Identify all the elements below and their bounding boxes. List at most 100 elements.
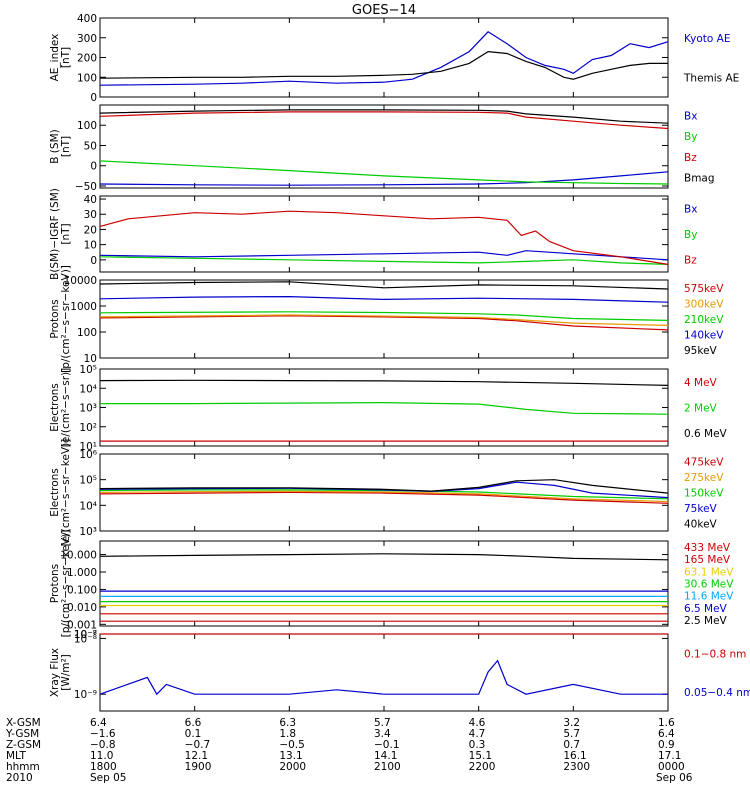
- series-line-kyoto-ae: [99, 31, 669, 86]
- ephemeris-value: 1900: [184, 761, 212, 773]
- series-line-0-6-mev: [99, 379, 669, 386]
- ephemeris-value: −0.5: [279, 739, 305, 751]
- ephemeris-value: 4.6: [468, 717, 486, 729]
- legend-entry: Bx: [684, 204, 697, 216]
- legend-entry: Bz: [684, 254, 697, 266]
- y-tick-label: 100: [77, 72, 97, 84]
- panel-8: 10⁻⁹ 10⁻⁸10⁻⁷10⁻⁸ Xray Flux [W/m²] 0.1−0.8 n…: [49, 629, 750, 712]
- y-axis-label: [W/m²]: [60, 654, 72, 691]
- series-line-140kev: [99, 295, 669, 303]
- legend-entry: 165 MeV: [684, 554, 731, 566]
- y-tick-label: 10²: [79, 422, 97, 434]
- y-tick-label: 10000: [64, 275, 97, 287]
- legend-entry: 275keV: [684, 472, 724, 484]
- ephemeris-value: 0.7: [563, 739, 581, 751]
- y-tick-label: 10⁻⁷: [74, 629, 97, 641]
- y-axis-label: [p/(cm²−s−sr−keV)]: [60, 530, 72, 638]
- ephemeris-value: 4.7: [468, 728, 486, 740]
- y-axis-label: [nT]: [60, 47, 72, 68]
- ephemeris-value: 2200: [468, 761, 496, 773]
- y-tick-label: 10³: [79, 526, 97, 538]
- ephemeris-row-label: Y-GSM: [6, 728, 40, 740]
- y-tick-label: 10⁴: [79, 383, 97, 395]
- y-axis-label: [e/(cm²−s−sr−keV)]: [60, 439, 72, 547]
- ephemeris-row-label: X-GSM: [6, 717, 41, 729]
- legend-entry: 2.5 MeV: [684, 615, 728, 627]
- y-axis-label: Electrons: [49, 383, 61, 432]
- legend-entry: 475keV: [684, 457, 724, 469]
- series-line-0-05-0-4-nm: [99, 659, 668, 696]
- panel-frame: [99, 633, 669, 712]
- ephemeris-value: 0.9: [658, 739, 675, 751]
- y-axis-label: Protons: [49, 564, 61, 603]
- ephemeris-value: 11.0: [90, 750, 114, 762]
- y-tick-label: 0.100: [67, 584, 97, 596]
- ephemeris-value: −0.7: [184, 739, 211, 751]
- y-tick-label: 1.000: [67, 567, 97, 579]
- series-line-by: [99, 160, 669, 185]
- series-line-by: [99, 256, 669, 265]
- ephemeris-row-label: MLT: [6, 750, 26, 762]
- ephemeris-value: 15.1: [468, 750, 493, 762]
- y-tick-label: 0: [90, 161, 97, 173]
- legend-entry: 210keV: [684, 314, 724, 326]
- y-axis-label: [e/(cm²−s−sr)]: [60, 368, 72, 447]
- ephemeris-date-start: Sep 05: [90, 772, 127, 784]
- series-line-bx: [99, 250, 669, 261]
- legend-entry: Bx: [684, 110, 697, 122]
- legend-entry: 2 MeV: [684, 403, 718, 415]
- y-tick-label: 10⁻⁸: [74, 629, 97, 641]
- y-tick-label: 10³: [79, 403, 97, 415]
- legend-entry: 63.1 MeV: [684, 566, 734, 578]
- ephemeris-value: 16.1: [563, 750, 587, 762]
- y-axis-label: B(SM)−IGRF (SM): [49, 188, 61, 280]
- ephemeris-value: 6.6: [184, 717, 202, 729]
- y-axis-label: AE_index: [49, 34, 61, 82]
- legend-entry: 575keV: [684, 283, 724, 295]
- legend-entry: By: [684, 131, 697, 143]
- series-line-95kev: [99, 281, 669, 290]
- ephemeris-value: 1.8: [279, 728, 297, 740]
- y-tick-label: 400: [77, 13, 97, 25]
- ephemeris-value: 14.1: [374, 750, 398, 762]
- panel-2: −50 0 50 100 B (SM) [nT] Bx By Bz Bmag: [49, 104, 715, 193]
- legend-entry: 75keV: [684, 503, 718, 515]
- y-tick-label: 10⁻⁸: [74, 633, 97, 645]
- ephemeris-value: 5.7: [563, 728, 581, 740]
- ephemeris-value: 0.3: [468, 739, 486, 751]
- series-line-themis-ae: [99, 50, 668, 80]
- series-line-bz: [99, 111, 669, 130]
- y-tick-label: 10: [84, 240, 97, 252]
- y-tick-label: 20: [84, 224, 97, 236]
- ephemeris-value: 13.1: [279, 750, 303, 762]
- legend-entry: 433 MeV: [684, 542, 731, 554]
- ephemeris-value: 3.4: [374, 728, 391, 740]
- panel-1: 0 100 200 300 400 AE_index [nT] Kyoto AE Themis …: [49, 13, 739, 104]
- legend-entry: Bz: [684, 152, 697, 164]
- series-line-bz: [99, 210, 669, 265]
- y-axis-label: B (SM): [49, 129, 61, 163]
- ephemeris-value: −0.8: [90, 739, 116, 751]
- legend-entry: 11.6 MeV: [684, 591, 734, 603]
- legend-entry: 6.5 MeV: [684, 603, 728, 615]
- series-line-2-mev: [100, 401, 669, 415]
- ephemeris-value: 2100: [374, 761, 401, 773]
- legend-entry: 0.6 MeV: [684, 428, 728, 440]
- legend-entry: 4 MeV: [684, 377, 718, 389]
- y-axis-label: [p/(cm²−s−sr−keV)]: [60, 265, 72, 373]
- ephemeris-value: 12.1: [184, 750, 209, 762]
- y-tick-label: 10⁻⁹: [74, 689, 97, 701]
- y-tick-label: 100: [77, 327, 97, 339]
- ephemeris-value: 6.3: [279, 717, 297, 729]
- legend-entry: 95keV: [684, 345, 718, 357]
- ephemeris-value: 1.6: [658, 717, 675, 729]
- series-line-40kev: [99, 479, 669, 494]
- y-tick-label: 0.001: [67, 619, 97, 631]
- ephemeris-value: 6.4: [90, 717, 107, 729]
- y-tick-label: 30: [84, 209, 97, 221]
- y-tick-label: 200: [77, 53, 97, 65]
- panel-7: 0.001 0.010 0.100 1.000 10.000 Protons [p/(cm²…: [49, 530, 734, 638]
- legend-entry: Kyoto AE: [684, 33, 730, 45]
